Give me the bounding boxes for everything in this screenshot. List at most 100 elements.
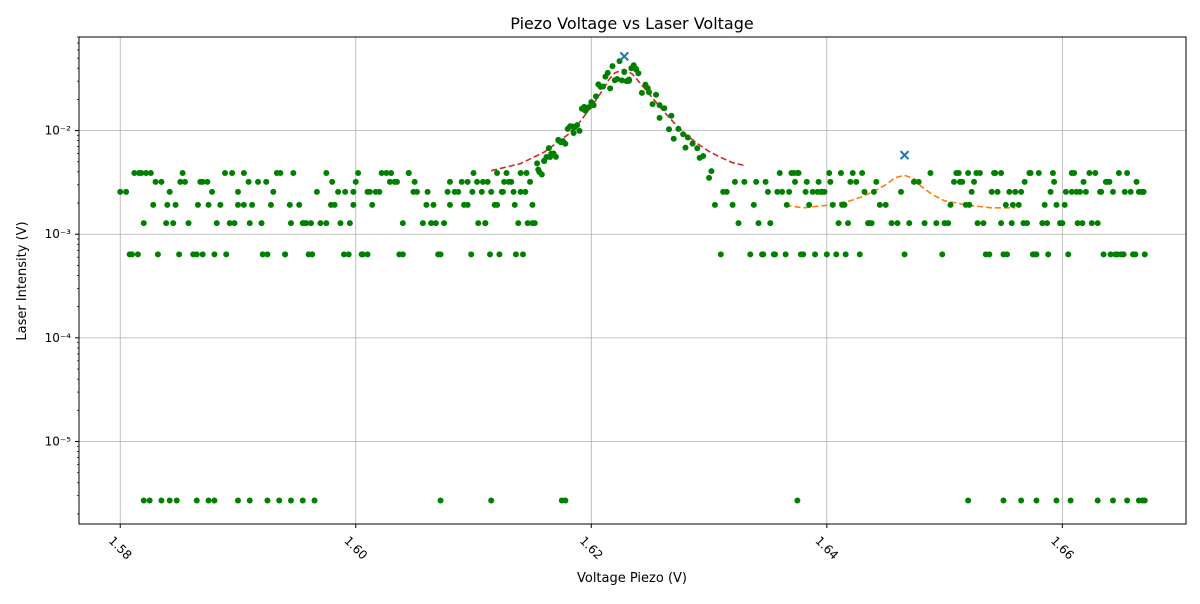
scatter-point	[607, 85, 614, 92]
scatter-point	[1071, 169, 1078, 176]
scatter-point	[1018, 497, 1025, 504]
scatter-point	[240, 169, 247, 176]
scatter-point	[1020, 220, 1027, 227]
scatter-point	[927, 169, 934, 176]
scatter-point	[263, 178, 270, 185]
scatter-point	[906, 220, 913, 227]
scatter-point	[258, 220, 265, 227]
scatter-point	[150, 201, 157, 208]
y-tick-label: 10⁻³	[45, 227, 72, 241]
scatter-point	[633, 65, 640, 72]
scatter-point	[323, 169, 330, 176]
scatter-point	[470, 169, 477, 176]
scatter-point	[140, 497, 147, 504]
scatter-point	[313, 188, 320, 195]
scatter-point	[179, 169, 186, 176]
scatter-point	[1018, 188, 1025, 195]
scatter-point	[234, 201, 241, 208]
scatter-point	[541, 158, 548, 165]
scatter-point	[158, 497, 165, 504]
scatter-point	[197, 178, 204, 185]
scatter-point	[708, 168, 715, 175]
scatter-point	[359, 251, 366, 258]
scatter-point	[1039, 220, 1046, 227]
scatter-point	[1114, 251, 1121, 258]
scatter-point	[1067, 497, 1074, 504]
scatter-point	[1026, 169, 1033, 176]
scatter-point	[1079, 220, 1086, 227]
scatter-point	[790, 169, 797, 176]
scatter-point	[517, 188, 524, 195]
scatter-point	[1121, 188, 1128, 195]
scatter-point	[246, 220, 253, 227]
scatter-point	[273, 169, 280, 176]
scatter-point	[1000, 497, 1007, 504]
scatter-point	[246, 497, 253, 504]
scatter-point	[797, 251, 804, 258]
scatter-point	[819, 188, 826, 195]
scatter-point	[670, 135, 677, 142]
scatter-point	[731, 178, 738, 185]
peak-marker	[619, 51, 629, 62]
scatter-point	[1047, 188, 1054, 195]
scatter-point	[1035, 169, 1042, 176]
scatter-point	[328, 201, 335, 208]
scatter-point	[792, 178, 799, 185]
scatter-point	[428, 220, 435, 227]
chart-title: Piezo Voltage vs Laser Voltage	[510, 14, 753, 33]
scatter-point	[1097, 188, 1104, 195]
scatter-point	[1107, 251, 1114, 258]
scatter-point	[468, 251, 475, 258]
scatter-point	[393, 178, 400, 185]
scatter-point	[839, 201, 846, 208]
scatter-point	[177, 178, 184, 185]
scatter-point	[342, 188, 349, 195]
scatter-point	[638, 89, 645, 96]
scatter-point	[578, 105, 585, 112]
scatter-point	[158, 178, 165, 185]
scatter-point	[1100, 251, 1107, 258]
scatter-point	[717, 251, 724, 258]
scatter-point	[423, 201, 430, 208]
scatter-point	[621, 69, 628, 76]
scatter-point	[835, 220, 842, 227]
scatter-point	[134, 251, 141, 258]
scatter-point	[711, 201, 718, 208]
scatter-point	[255, 178, 262, 185]
scatter-point	[140, 220, 147, 227]
scatter-point	[223, 251, 230, 258]
scatter-point	[469, 188, 476, 195]
scatter-point	[569, 123, 576, 130]
scatter-point	[388, 169, 395, 176]
scatter-point	[933, 220, 940, 227]
scatter-point	[123, 188, 130, 195]
peak-markers	[619, 51, 910, 160]
scatter-point	[405, 169, 412, 176]
scatter-point	[131, 169, 138, 176]
scatter-point	[524, 220, 531, 227]
scatter-point	[383, 169, 390, 176]
scatter-point	[1092, 169, 1099, 176]
scatter-point	[656, 114, 663, 121]
scatter-point	[666, 126, 673, 133]
scatter-point	[762, 178, 769, 185]
scatter-point	[973, 169, 980, 176]
scatter-point	[1082, 188, 1089, 195]
scatter-point	[644, 85, 651, 92]
scatter-point	[270, 188, 277, 195]
scatter-point	[491, 201, 498, 208]
scatter-point	[689, 140, 696, 147]
scatter-point	[335, 188, 342, 195]
scatter-point	[345, 251, 352, 258]
scatter-point	[802, 188, 809, 195]
scatter-point	[774, 188, 781, 195]
scatter-point	[604, 69, 611, 76]
scatter-point	[585, 104, 592, 111]
scatter-point	[193, 251, 200, 258]
scatter-point	[1062, 188, 1069, 195]
scatter-point	[750, 201, 757, 208]
scatter-point	[399, 220, 406, 227]
scatter-point	[1124, 497, 1131, 504]
scatter-point	[211, 497, 218, 504]
